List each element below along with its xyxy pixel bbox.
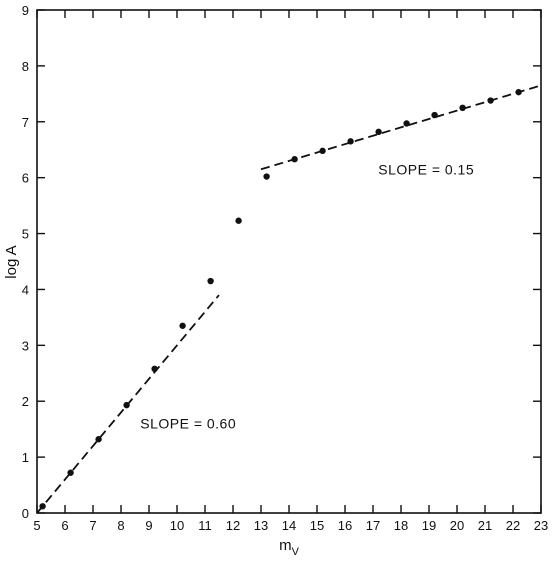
x-tick-label: 6: [61, 518, 68, 533]
slope-annotation: SLOPE = 0.15: [378, 161, 474, 177]
x-tick-label: 18: [394, 518, 408, 533]
fit-lines: [36, 84, 542, 514]
x-axis-title-subscript: V: [292, 546, 300, 558]
data-point: [487, 97, 494, 104]
data-point: [403, 120, 410, 127]
y-tick-label: 8: [22, 59, 29, 74]
x-tick-label: 14: [282, 518, 296, 533]
data-point: [151, 365, 158, 373]
x-tick-label: 23: [534, 518, 548, 533]
x-tick-label: 19: [422, 518, 436, 533]
data-point: [375, 128, 382, 136]
x-axis-ticks: 5 6 7 8 9 10 11 12 13 14 15 16 17 18 19 20 21 22 23: [33, 10, 548, 533]
annotations: SLOPE = 0.60 SLOPE = 0.15: [140, 161, 474, 432]
plot-frame: [36, 9, 542, 514]
x-tick-label: 9: [145, 518, 152, 533]
data-point: [179, 322, 186, 329]
data-point: [515, 88, 522, 96]
x-tick-label: 21: [478, 518, 492, 533]
data-point: [459, 104, 466, 112]
data-point: [263, 173, 270, 180]
data-points: [39, 88, 522, 510]
y-axis-ticks: 0 1 2 3 4 5 6 7 8 9: [22, 3, 541, 521]
x-tick-label: 13: [254, 518, 268, 533]
y-tick-label: 3: [22, 338, 29, 353]
data-point: [207, 277, 214, 285]
data-point: [95, 436, 102, 443]
data-point: [67, 469, 74, 476]
x-tick-label: 16: [338, 518, 352, 533]
x-tick-label: 17: [366, 518, 380, 533]
x-axis-title: mV: [279, 537, 300, 558]
y-axis-title: log A: [3, 245, 20, 278]
fit-line: [260, 84, 542, 171]
y-tick-label: 9: [22, 3, 29, 18]
x-tick-label: 15: [310, 518, 324, 533]
data-point: [319, 147, 326, 155]
y-tick-label: 7: [22, 115, 29, 130]
x-tick-label: 11: [198, 518, 212, 533]
y-tick-label: 5: [22, 227, 29, 242]
data-point: [235, 217, 242, 224]
y-tick-label: 2: [22, 394, 29, 409]
slope-annotation: SLOPE = 0.60: [140, 416, 236, 432]
x-tick-label: 20: [450, 518, 464, 533]
x-tick-label: 8: [117, 518, 124, 533]
y-tick-label: 0: [22, 506, 29, 521]
y-tick-label: 4: [22, 282, 29, 297]
x-axis-title-main: m: [279, 537, 292, 554]
data-point: [347, 138, 354, 145]
y-tick-label: 1: [22, 450, 29, 465]
y-tick-label: 6: [22, 171, 29, 186]
data-point: [431, 111, 438, 119]
x-tick-label: 5: [33, 518, 40, 533]
data-point: [123, 401, 130, 409]
data-point: [39, 503, 46, 510]
x-tick-label: 12: [226, 518, 240, 533]
data-point: [291, 156, 298, 163]
x-tick-label: 10: [170, 518, 184, 533]
x-tick-label: 22: [506, 518, 520, 533]
x-tick-label: 7: [89, 518, 96, 533]
